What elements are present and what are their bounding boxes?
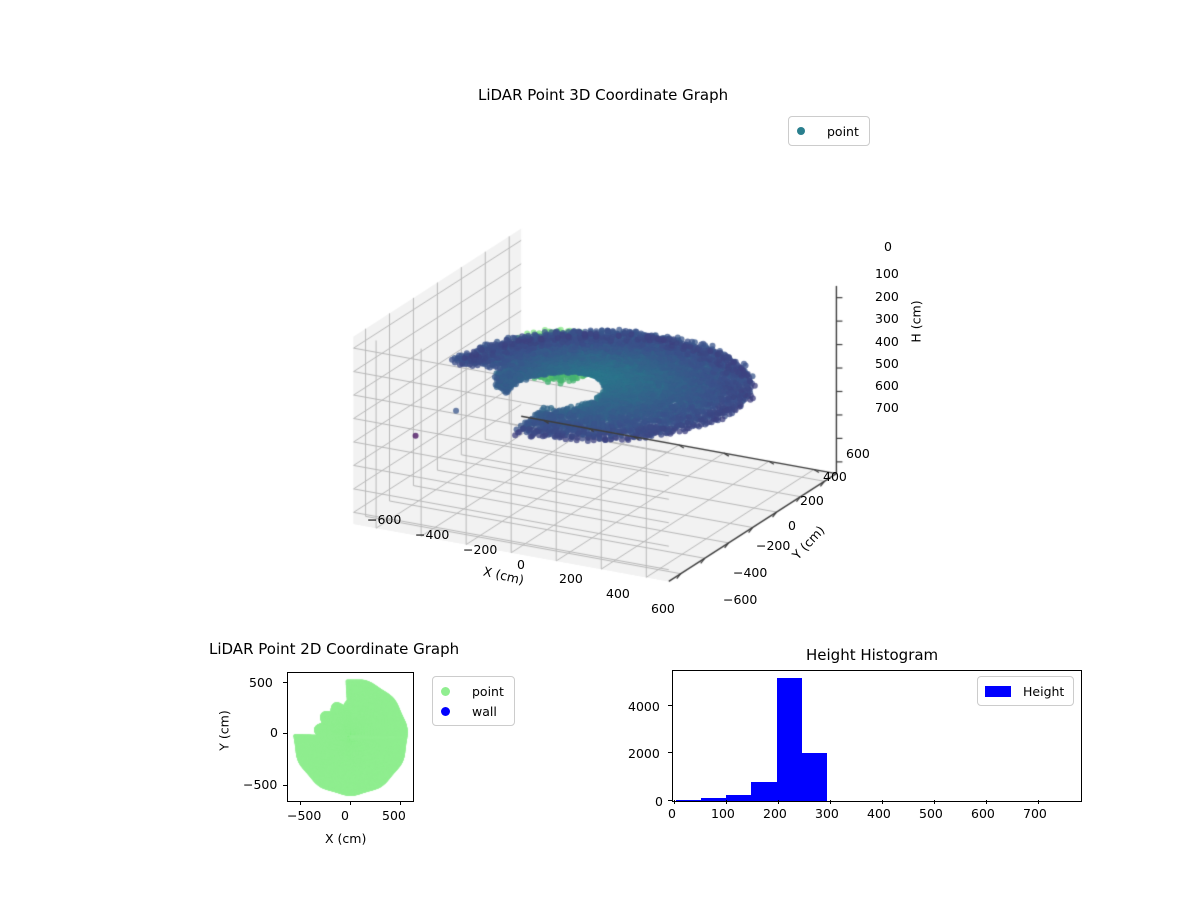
- tick-hist-y-0: 0: [655, 794, 663, 809]
- legend-label-wall: wall: [472, 703, 497, 719]
- lidar-2d-axes[interactable]: [287, 672, 414, 802]
- tick-x-0: 0: [517, 557, 525, 572]
- lidar-3d-axes[interactable]: [330, 140, 890, 620]
- histogram-bar: [776, 678, 802, 801]
- tick-y-0: 0: [788, 518, 796, 533]
- legend-item-wall[interactable]: wall: [441, 701, 504, 721]
- tick-h-0: 0: [884, 239, 892, 254]
- tick-h-300: 300: [875, 311, 899, 326]
- panel-hist-legend[interactable]: Height: [977, 676, 1075, 706]
- panel-hist-title: Height Histogram: [806, 646, 939, 664]
- tick-x--400: −400: [415, 527, 450, 542]
- tick-2d-x-500: 500: [382, 808, 406, 823]
- tickmark-hist-x-700: [1038, 800, 1039, 804]
- tick-y-200: 200: [800, 493, 824, 508]
- tickmark-2d-y-500: [283, 682, 287, 683]
- tickmark-hist-x-300: [830, 800, 831, 804]
- tick-2d-x-0: 0: [341, 808, 349, 823]
- tickmark-hist-x-600: [986, 800, 987, 804]
- legend-label-point: point: [472, 683, 504, 699]
- tickmark-hist-x-0: [674, 800, 675, 804]
- wall-marker-icon: [441, 706, 450, 716]
- tick-2d-x--500: −500: [287, 808, 322, 823]
- legend-item-height[interactable]: Height: [985, 681, 1064, 701]
- tick-2d-y-0: 0: [270, 725, 278, 740]
- histogram-bar: [751, 782, 777, 801]
- lidar-3d-scatter-canvas: [330, 140, 890, 620]
- panel-3d-title: LiDAR Point 3D Coordinate Graph: [478, 86, 729, 104]
- tick-x-600: 600: [651, 601, 675, 616]
- tick-h-700: 700: [875, 400, 899, 415]
- tickmark-hist-x-400: [882, 800, 883, 804]
- lidar-2d-scatter-canvas: [288, 673, 413, 801]
- tickmark-2d-x-500: [400, 801, 401, 805]
- legend-label-height: Height: [1023, 683, 1065, 699]
- axis-label-2d-y: Y (cm): [216, 710, 232, 751]
- tick-hist-y-4000: 4000: [628, 699, 660, 714]
- tickmark-hist-y-0: [668, 800, 672, 801]
- tickmark-hist-x-200: [778, 800, 779, 804]
- tick-x--200: −200: [463, 542, 498, 557]
- histogram-bar: [675, 799, 701, 801]
- tick-x--600: −600: [367, 512, 402, 527]
- histogram-bar: [726, 794, 752, 801]
- tick-y-400: 400: [823, 469, 847, 484]
- tickmark-2d-x-0: [350, 801, 351, 805]
- tickmark-hist-y-2000: [668, 752, 672, 753]
- tick-hist-x-100: 100: [711, 806, 735, 821]
- tick-2d-y-500: 500: [249, 675, 273, 690]
- tick-hist-x-300: 300: [815, 806, 839, 821]
- point-marker-icon: [797, 127, 805, 135]
- panel-3d-legend[interactable]: point: [788, 116, 870, 146]
- legend-item-point[interactable]: point: [797, 121, 859, 141]
- tick-hist-x-400: 400: [867, 806, 891, 821]
- tick-2d-y--500: −500: [243, 777, 278, 792]
- histogram-bar: [801, 752, 828, 801]
- tick-hist-x-700: 700: [1023, 806, 1047, 821]
- tickmark-2d-y-0: [283, 733, 287, 734]
- tick-hist-x-500: 500: [919, 806, 943, 821]
- height-patch-icon: [985, 685, 1011, 697]
- panel-2d-legend[interactable]: point wall: [432, 676, 515, 726]
- tick-hist-x-600: 600: [971, 806, 995, 821]
- tickmark-hist-x-500: [934, 800, 935, 804]
- tick-hist-x-0: 0: [668, 806, 676, 821]
- tick-h-500: 500: [875, 356, 899, 371]
- tick-y-600: 600: [846, 446, 870, 461]
- point-marker-icon: [441, 686, 450, 696]
- tickmark-hist-x-100: [726, 800, 727, 804]
- tick-h-100: 100: [875, 266, 899, 281]
- tick-y--600: −600: [723, 592, 758, 607]
- tickmark-2d-x--500: [300, 801, 301, 805]
- legend-label-point: point: [827, 123, 859, 139]
- tick-x-400: 400: [606, 586, 630, 601]
- axis-label-2d-x: X (cm): [325, 831, 367, 846]
- histogram-bar: [700, 798, 727, 801]
- tick-h-400: 400: [875, 334, 899, 349]
- tick-hist-y-2000: 2000: [628, 746, 660, 761]
- tickmark-2d-y--500: [283, 785, 287, 786]
- legend-item-point[interactable]: point: [441, 681, 504, 701]
- tick-y--200: −200: [756, 538, 791, 553]
- axis-label-h: H (cm): [908, 300, 924, 343]
- tick-hist-x-200: 200: [763, 806, 787, 821]
- tick-x-200: 200: [559, 571, 583, 586]
- panel-2d-title: LiDAR Point 2D Coordinate Graph: [209, 640, 460, 658]
- tick-h-200: 200: [875, 289, 899, 304]
- tick-h-600: 600: [875, 378, 899, 393]
- tickmark-hist-y-4000: [668, 705, 672, 706]
- tick-y--400: −400: [733, 565, 768, 580]
